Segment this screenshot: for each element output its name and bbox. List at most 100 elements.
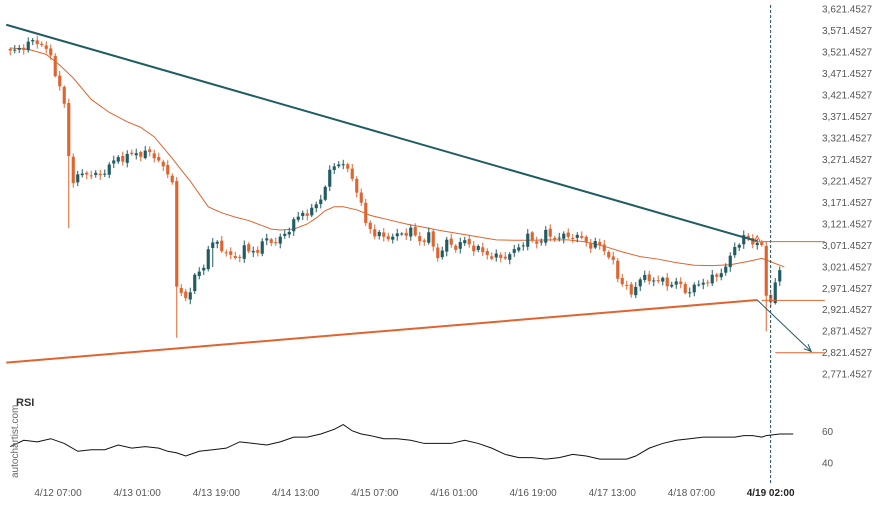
candle-body <box>260 241 264 254</box>
candle-body <box>395 233 399 237</box>
candle-body <box>197 271 201 276</box>
candle-body <box>332 166 336 170</box>
candle-body <box>76 174 80 183</box>
candle-body <box>404 232 408 236</box>
time-tick-label: 4/12 07:00 <box>34 488 82 499</box>
candle-body <box>643 274 647 280</box>
candle-body <box>724 266 728 273</box>
candle-body <box>130 152 134 155</box>
candle-body <box>413 226 417 236</box>
candle-body <box>697 284 701 286</box>
price-tick-label: 3,521.4527 <box>822 48 872 59</box>
candle-body <box>760 242 764 246</box>
candle-body <box>161 161 165 167</box>
candle-body <box>598 241 602 246</box>
candle-body <box>490 256 494 259</box>
candle-body <box>485 250 489 256</box>
candle-body <box>647 274 651 282</box>
candle-body <box>269 239 273 243</box>
candle-body <box>629 284 633 295</box>
candle-body <box>778 270 782 282</box>
candle-body <box>67 103 71 156</box>
price-tick-label: 3,321.4527 <box>822 133 872 144</box>
candle-body <box>683 284 687 293</box>
candle-body <box>557 237 561 239</box>
candle-body <box>526 233 530 247</box>
candle-body <box>553 237 557 240</box>
candle-body <box>89 175 93 177</box>
candle-body <box>251 250 255 253</box>
candle-body <box>517 247 521 251</box>
candle-body <box>256 249 260 253</box>
candle-body <box>202 267 206 271</box>
candle-body <box>152 153 156 159</box>
candle-body <box>431 231 435 247</box>
candle-body <box>112 160 116 164</box>
candle-body <box>773 282 777 304</box>
breakout-marker <box>753 234 762 243</box>
candle-body <box>328 169 332 187</box>
candle-body <box>764 245 768 296</box>
candle-body <box>350 168 354 179</box>
price-tick-label: 3,221.4527 <box>822 176 872 187</box>
candle-body <box>40 43 44 46</box>
candle-body <box>359 192 363 203</box>
support-trendline <box>6 298 758 364</box>
rsi-tick-label: 40 <box>822 458 834 469</box>
candle-body <box>179 287 183 293</box>
candle-body <box>296 216 300 220</box>
price-tick-label: 3,171.4527 <box>822 198 872 209</box>
candle-body <box>220 240 224 252</box>
candle-body <box>508 254 512 260</box>
candle-body <box>562 233 566 239</box>
candle-body <box>94 172 98 175</box>
candle-body <box>292 219 296 232</box>
rsi-line <box>10 423 794 460</box>
candle-body <box>139 152 143 157</box>
candle-body <box>58 75 62 87</box>
candle-body <box>755 242 759 246</box>
candle-body <box>22 47 26 51</box>
candle-body <box>575 234 579 238</box>
candle-body <box>548 228 552 237</box>
candle-body <box>616 260 620 279</box>
price-tick-label: 3,471.4527 <box>822 69 872 80</box>
price-axis: 3,621.4527 3,571.4527 3,521.4527 3,471.4527… <box>822 5 872 381</box>
candle-body <box>625 284 629 286</box>
candle-body <box>692 284 696 293</box>
candle-body <box>215 241 219 244</box>
forecast-arrow <box>756 299 812 352</box>
candle-body <box>544 229 548 243</box>
candle-body <box>652 280 656 282</box>
candle-body <box>593 241 597 248</box>
candle-body <box>184 291 188 299</box>
candle-body <box>467 239 471 245</box>
candle-body <box>193 274 197 292</box>
candle-body <box>715 274 719 277</box>
candle-body <box>670 284 674 287</box>
candle-body <box>121 155 125 162</box>
candle-body <box>368 222 372 230</box>
time-tick-label: 4/16 19:00 <box>509 488 557 499</box>
price-tick-label: 3,021.4527 <box>822 262 872 273</box>
time-tick-label: 4/15 07:00 <box>351 488 399 499</box>
candle-body <box>584 236 588 243</box>
candle-body <box>481 247 485 253</box>
candle-body <box>589 243 593 249</box>
price-tick-label: 3,371.4527 <box>822 112 872 123</box>
candle-body <box>661 277 665 282</box>
candle-body <box>530 232 534 241</box>
candle-body <box>580 236 584 238</box>
price-tick-label: 3,271.4527 <box>822 155 872 166</box>
candle-body <box>283 233 287 236</box>
candle-body <box>314 204 318 209</box>
candle-body <box>274 242 278 244</box>
candle-body <box>211 242 215 249</box>
time-tick-label: 4/16 01:00 <box>430 488 478 499</box>
candle-body <box>449 238 453 245</box>
candle-body <box>751 238 755 245</box>
time-tick-label: 4/13 01:00 <box>114 488 162 499</box>
candle-body <box>535 241 539 244</box>
candle-body <box>301 212 305 217</box>
candle-body <box>679 281 683 285</box>
